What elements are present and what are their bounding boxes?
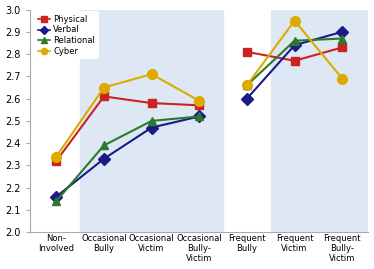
Bar [271, 10, 368, 232]
Legend: Physical, Verbal, Relational, Cyber: Physical, Verbal, Relational, Cyber [34, 12, 99, 59]
Bar [80, 10, 223, 232]
